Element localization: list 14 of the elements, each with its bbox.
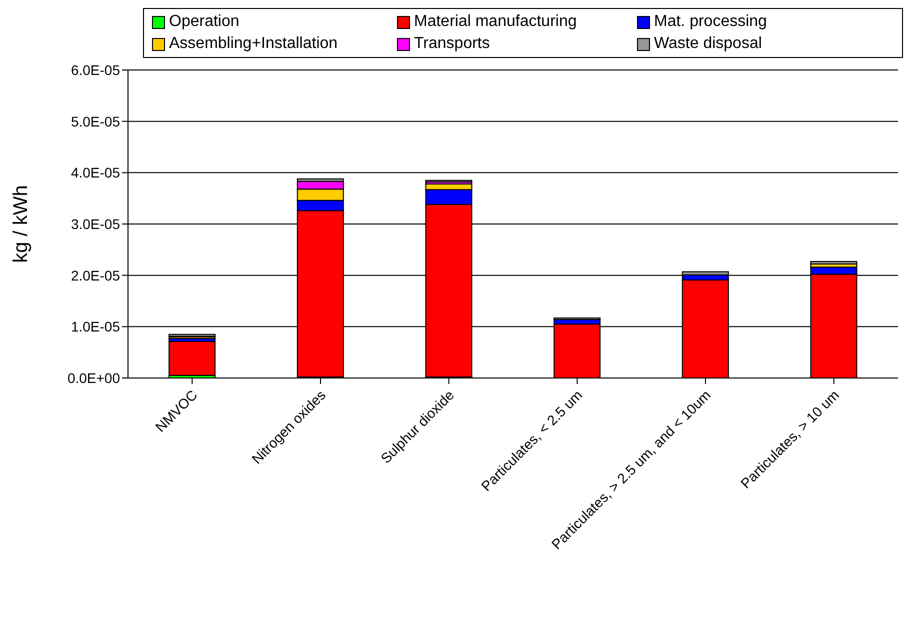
legend-label: Assembling+Installation [169, 35, 338, 53]
legend-label: Transports [414, 35, 490, 53]
legend-label: Mat. processing [654, 13, 767, 31]
y-tick-label: 1.0E-05 [70, 318, 120, 335]
legend-label: Operation [169, 13, 240, 31]
y-tick-label: 5.0E-05 [70, 113, 120, 130]
y-tick-label: 0.0E+00 [67, 370, 120, 386]
legend-label: Waste disposal [654, 35, 762, 53]
y-tick-label: 4.0E-05 [70, 164, 120, 181]
legend-label: Material manufacturing [414, 13, 577, 31]
y-axis-title: kg / kWh [10, 185, 32, 263]
y-tick-label: 2.0E-05 [70, 267, 120, 284]
y-tick-label: 6.0E-05 [70, 62, 120, 78]
y-tick-label: 3.0E-05 [70, 216, 120, 232]
